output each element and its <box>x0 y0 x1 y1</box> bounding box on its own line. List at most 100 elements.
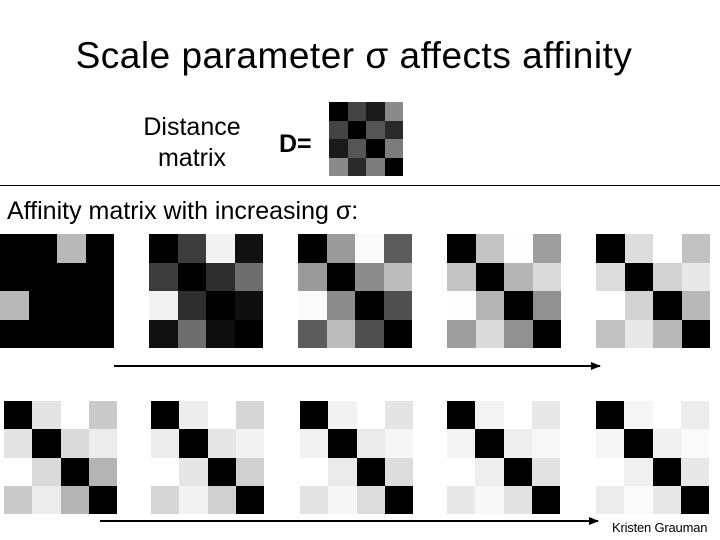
matrix-cell-3-1 <box>475 485 504 514</box>
matrix-cell-2-0 <box>447 291 476 320</box>
matrix-cell-1-3 <box>88 429 117 458</box>
matrix-cell-3-3 <box>384 485 413 514</box>
matrix-cell-3-1 <box>177 319 206 348</box>
affinity-matrix-5 <box>596 234 710 348</box>
matrix-cell-2-3 <box>234 291 263 320</box>
matrix-cell-2-2 <box>57 291 86 320</box>
matrix-cell-2-0 <box>329 139 348 158</box>
matrix-cell-2-2 <box>206 291 235 320</box>
matrix-cell-2-0 <box>596 291 625 320</box>
matrix-cell-0-1 <box>32 401 61 430</box>
matrix-cell-3-1 <box>624 485 653 514</box>
matrix-cell-3-3 <box>383 319 412 348</box>
matrix-cell-0-2 <box>504 234 533 263</box>
matrix-cell-1-1 <box>179 429 208 458</box>
distance-matrix-label: Distance matrix <box>143 113 241 172</box>
matrix-cell-2-3 <box>384 139 403 158</box>
affinity-matrix-8 <box>300 401 413 514</box>
matrix-cell-3-3 <box>384 157 403 176</box>
matrix-cell-3-0 <box>596 485 625 514</box>
matrix-cell-3-2 <box>57 319 86 348</box>
matrix-cell-0-0 <box>447 401 476 430</box>
matrix-cell-1-1 <box>475 262 504 291</box>
matrix-cell-0-0 <box>149 234 178 263</box>
matrix-cell-3-1 <box>347 157 366 176</box>
matrix-cell-3-3 <box>235 485 264 514</box>
matrix-cell-3-3 <box>532 319 561 348</box>
matrix-cell-3-0 <box>300 485 329 514</box>
matrix-cell-2-2 <box>652 457 681 486</box>
matrix-cell-2-1 <box>347 139 366 158</box>
matrix-cell-0-0 <box>329 102 348 121</box>
matrix-cell-2-0 <box>447 457 476 486</box>
matrix-cell-0-1 <box>624 234 653 263</box>
matrix-cell-2-3 <box>531 457 560 486</box>
matrix-cell-1-1 <box>475 429 504 458</box>
matrix-cell-1-2 <box>652 429 681 458</box>
matrix-cell-2-1 <box>328 457 357 486</box>
matrix-cell-3-0 <box>298 319 327 348</box>
matrix-cell-1-3 <box>383 262 412 291</box>
matrix-cell-1-0 <box>4 429 33 458</box>
matrix-cell-0-1 <box>475 401 504 430</box>
matrix-cell-0-1 <box>28 234 57 263</box>
matrix-cell-2-0 <box>300 457 329 486</box>
matrix-cell-2-3 <box>384 457 413 486</box>
matrix-cell-2-0 <box>0 291 29 320</box>
matrix-cell-0-1 <box>624 401 653 430</box>
matrix-cell-2-2 <box>504 291 533 320</box>
matrix-cell-2-2 <box>60 457 89 486</box>
d-equals-label: D= <box>279 130 312 158</box>
matrix-cell-3-0 <box>329 157 348 176</box>
matrix-cell-2-3 <box>532 291 561 320</box>
separator-line <box>0 185 720 186</box>
matrix-cell-0-1 <box>347 102 366 121</box>
matrix-cell-0-2 <box>207 401 236 430</box>
matrix-cell-1-3 <box>234 262 263 291</box>
affinity-matrix-2 <box>149 234 263 348</box>
matrix-cell-2-1 <box>28 291 57 320</box>
matrix-cell-3-0 <box>149 319 178 348</box>
matrix-cell-2-1 <box>475 291 504 320</box>
matrix-cell-0-0 <box>447 234 476 263</box>
matrix-cell-0-0 <box>298 234 327 263</box>
affinity-matrix-7 <box>151 401 264 514</box>
matrix-cell-3-0 <box>447 485 476 514</box>
matrix-cell-1-2 <box>356 429 385 458</box>
matrix-cell-3-1 <box>328 485 357 514</box>
matrix-cell-1-1 <box>177 262 206 291</box>
matrix-cell-2-0 <box>4 457 33 486</box>
matrix-cell-3-2 <box>652 485 681 514</box>
affinity-matrix-3 <box>298 234 412 348</box>
matrix-cell-0-2 <box>356 401 385 430</box>
affinity-matrix-4 <box>447 234 561 348</box>
matrix-cell-1-1 <box>328 429 357 458</box>
matrix-cell-0-3 <box>681 234 710 263</box>
matrix-cell-3-2 <box>206 319 235 348</box>
matrix-cell-0-2 <box>366 102 385 121</box>
matrix-cell-0-3 <box>85 234 114 263</box>
matrix-cell-1-2 <box>653 262 682 291</box>
matrix-cell-0-3 <box>680 401 709 430</box>
matrix-cell-3-2 <box>60 485 89 514</box>
matrix-cell-3-2 <box>355 319 384 348</box>
subtitle: Affinity matrix with increasing σ: <box>7 197 359 225</box>
matrix-cell-0-3 <box>384 102 403 121</box>
matrix-cell-3-1 <box>32 485 61 514</box>
matrix-cell-0-2 <box>355 234 384 263</box>
matrix-cell-0-0 <box>151 401 180 430</box>
matrix-cell-0-0 <box>0 234 29 263</box>
matrix-cell-2-2 <box>207 457 236 486</box>
matrix-cell-2-3 <box>235 457 264 486</box>
matrix-cell-0-1 <box>179 401 208 430</box>
matrix-cell-1-3 <box>680 429 709 458</box>
matrix-cell-2-1 <box>177 291 206 320</box>
matrix-cell-1-1 <box>347 120 366 139</box>
slide-title: Scale parameter σ affects affinity <box>75 35 633 76</box>
matrix-cell-0-2 <box>653 234 682 263</box>
matrix-cell-2-3 <box>85 291 114 320</box>
matrix-cell-1-0 <box>329 120 348 139</box>
matrix-cell-0-3 <box>384 401 413 430</box>
distance-matrix <box>329 102 403 176</box>
